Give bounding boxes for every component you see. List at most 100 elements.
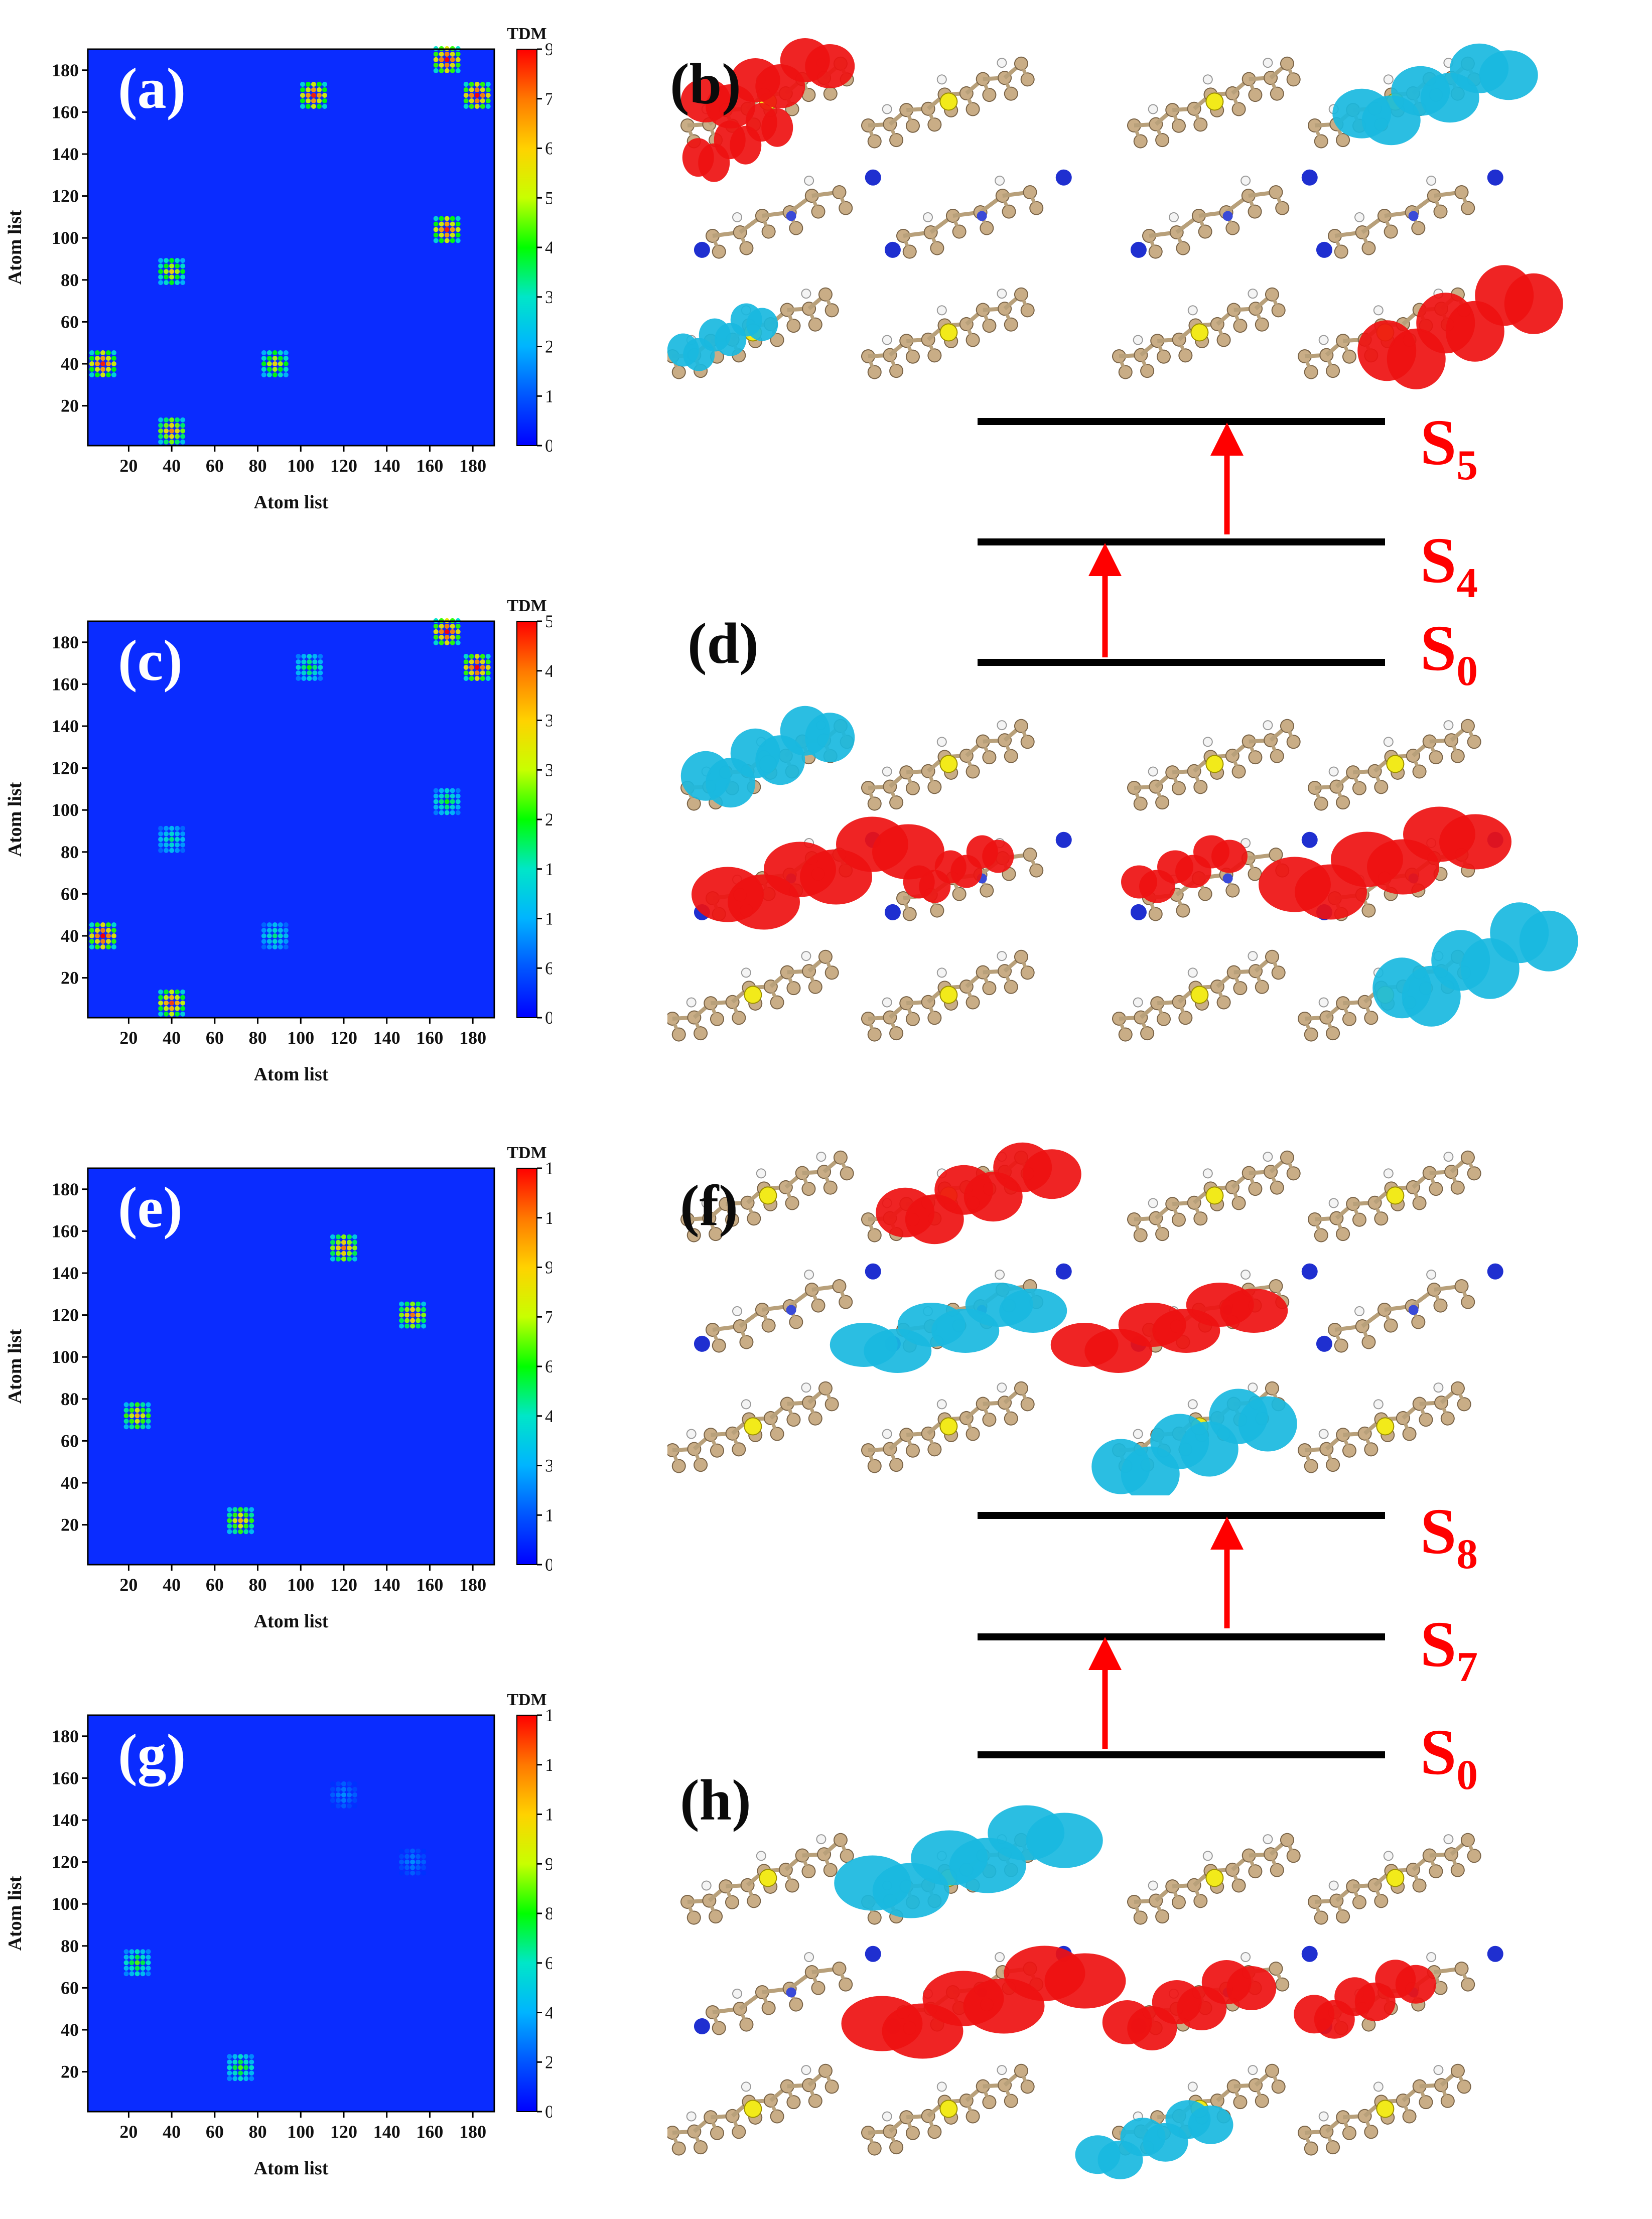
bond bbox=[809, 2090, 815, 2096]
hotspot-dot bbox=[261, 938, 266, 944]
bond bbox=[1194, 1207, 1200, 1214]
y-tick-label: 120 bbox=[52, 186, 79, 206]
hotspot-dot bbox=[399, 1870, 404, 1876]
hotspot-dot bbox=[89, 350, 94, 355]
hotspot-dot bbox=[404, 1859, 410, 1865]
bond bbox=[1005, 1407, 1011, 1414]
hotspot-dot bbox=[341, 1245, 346, 1251]
hydrogen-atom bbox=[1148, 1880, 1158, 1891]
carbon-atom bbox=[824, 1397, 839, 1412]
hotspot-dot bbox=[278, 372, 283, 377]
bond bbox=[1288, 1845, 1293, 1851]
x-axis-label: Atom list bbox=[254, 1064, 329, 1085]
hotspot-dot bbox=[169, 423, 175, 428]
bond bbox=[1234, 977, 1240, 984]
x-tick-label: 20 bbox=[119, 456, 137, 476]
hydrogen-atom bbox=[882, 104, 892, 114]
bond bbox=[1404, 2105, 1409, 2112]
bond bbox=[869, 361, 874, 367]
bond bbox=[1288, 1162, 1293, 1169]
hotspot-dot bbox=[474, 653, 480, 659]
bond bbox=[869, 1455, 874, 1461]
hotspot-dot bbox=[311, 81, 316, 87]
carbon-atom bbox=[840, 1166, 854, 1181]
hotspot-dot bbox=[106, 944, 111, 949]
hotspot-dot bbox=[283, 366, 289, 372]
hotspot-dot bbox=[175, 258, 180, 263]
x-tick-label: 80 bbox=[249, 1575, 267, 1595]
cyan-isosurface bbox=[1372, 902, 1578, 1027]
bond bbox=[1234, 2091, 1240, 2098]
hotspot-dot bbox=[180, 848, 186, 853]
hotspot-dot bbox=[111, 922, 116, 927]
thiophene-molecule bbox=[861, 949, 1035, 1042]
hotspot-dot bbox=[352, 1792, 357, 1797]
hotspot-dot bbox=[444, 640, 450, 645]
cyan-isosurface bbox=[680, 706, 855, 808]
tdm-heatmap-panel-e: 20 40 60 80 100 120 140 160 180 20 40 60 80 100 120 140… bbox=[0, 1119, 552, 1671]
hotspot-dot bbox=[140, 1419, 146, 1424]
hotspot-dot bbox=[140, 1949, 146, 1955]
panel-label-f: (f) bbox=[680, 1174, 738, 1238]
hotspot-dot bbox=[301, 659, 307, 664]
hotspot-dot bbox=[180, 258, 186, 263]
hotspot-dot bbox=[100, 372, 105, 377]
hotspot-dot bbox=[306, 98, 311, 103]
sulfur-atom bbox=[1376, 1417, 1395, 1436]
hotspot-dot bbox=[474, 92, 480, 98]
hotspot-dot bbox=[266, 944, 272, 949]
x-tick-label: 160 bbox=[416, 2122, 443, 2142]
hotspot-dot bbox=[283, 355, 289, 361]
hotspot-dot bbox=[421, 1307, 427, 1312]
carbon-atom bbox=[785, 1878, 799, 1893]
hotspot-dot bbox=[404, 1848, 410, 1854]
carbon-atom bbox=[786, 1413, 801, 1427]
hotspot-dot bbox=[439, 216, 444, 221]
sulfur-atom bbox=[1205, 1186, 1224, 1205]
bond bbox=[890, 2136, 896, 2143]
hotspot-dot bbox=[336, 1786, 341, 1792]
hotspot-dot bbox=[266, 350, 272, 355]
bond bbox=[1173, 777, 1178, 783]
bond bbox=[688, 130, 694, 136]
carbon-atom bbox=[905, 118, 920, 133]
hotspot-dot bbox=[100, 927, 105, 933]
tdm-heatmap-panel-a: 20 40 60 80 100 120 140 160 180 20 40 60 80 100 120 140… bbox=[0, 0, 552, 552]
hotspot-dot bbox=[100, 944, 105, 949]
hotspot-dot bbox=[180, 434, 186, 439]
cyan-isosurface-lobe bbox=[1238, 1396, 1297, 1452]
hotspot-dot bbox=[300, 103, 305, 109]
hydrogen-atom bbox=[1328, 1880, 1339, 1891]
hotspot-dot bbox=[89, 366, 94, 372]
hotspot-dot bbox=[283, 922, 289, 927]
x-tick-label: 120 bbox=[330, 1575, 357, 1595]
hotspot-dot bbox=[330, 1245, 335, 1251]
bond bbox=[1135, 792, 1140, 799]
carbon-atom bbox=[824, 965, 839, 980]
hotspot-dot bbox=[123, 1955, 129, 1960]
hotspot-dot bbox=[450, 793, 455, 799]
hotspot-dot bbox=[322, 103, 327, 109]
y-axis-label: Atom list bbox=[5, 1876, 26, 1951]
carbon-atom bbox=[867, 365, 882, 379]
bond bbox=[673, 1023, 678, 1030]
bond bbox=[1404, 1423, 1409, 1429]
x-tick-label: 40 bbox=[163, 1028, 181, 1048]
carbon-atom bbox=[867, 2141, 882, 2156]
x-axis-label: Atom list bbox=[254, 2158, 329, 2179]
hotspot-dot bbox=[455, 227, 461, 232]
hydrogen-atom bbox=[1328, 766, 1339, 777]
bond bbox=[1375, 1207, 1381, 1214]
hotspot-dot bbox=[89, 355, 94, 361]
hotspot-dot bbox=[439, 232, 444, 238]
hotspot-dot bbox=[399, 1312, 404, 1318]
bond bbox=[1353, 777, 1359, 783]
hotspot-dot bbox=[164, 280, 169, 286]
hotspot-dot bbox=[455, 634, 461, 640]
bond bbox=[928, 1438, 934, 1445]
bond bbox=[1343, 2122, 1349, 2128]
sulfur-atom bbox=[939, 1417, 958, 1436]
hotspot-dot bbox=[330, 1786, 335, 1792]
red-isosurface bbox=[1121, 835, 1248, 903]
y-tick-label: 40 bbox=[61, 354, 79, 374]
